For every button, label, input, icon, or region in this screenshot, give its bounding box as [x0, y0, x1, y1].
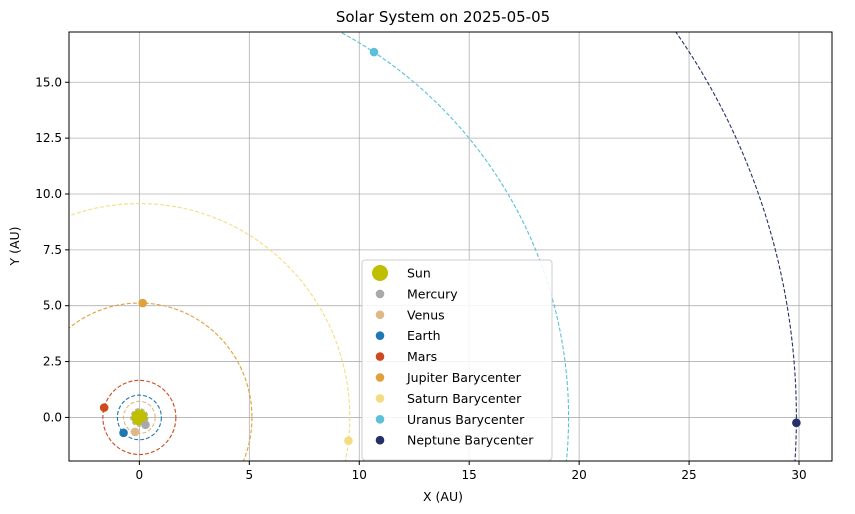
y-tick-label: 7.5	[43, 243, 62, 257]
planet-point	[792, 418, 801, 428]
planet-point	[119, 428, 128, 438]
planet-point	[141, 420, 150, 430]
legend-marker	[375, 331, 385, 341]
legend-label: Mercury	[407, 286, 458, 301]
legend-marker	[375, 373, 385, 382]
y-tick-label: 0.0	[43, 410, 62, 424]
planet-point	[130, 427, 140, 437]
legend-box	[361, 259, 553, 461]
legend-marker	[375, 435, 385, 445]
y-tick-label: 2.5	[43, 355, 62, 369]
x-tick-label: 5	[245, 468, 253, 482]
legend-marker	[375, 415, 385, 424]
x-tick-label: 10	[352, 468, 367, 482]
legend-label: Earth	[407, 328, 441, 343]
legend-marker	[375, 394, 385, 403]
orbit-path	[338, 32, 569, 461]
legend-marker	[372, 265, 388, 281]
y-tick-label: 12.5	[35, 131, 62, 145]
y-tick-label: 5.0	[43, 299, 62, 313]
orbit-path	[102, 379, 177, 456]
planet-point	[369, 47, 379, 57]
legend-label: Saturn Barycenter	[407, 391, 522, 406]
x-tick-label: 25	[681, 468, 696, 482]
orbits-and-bodies	[69, 32, 801, 461]
orbit-path	[69, 203, 351, 461]
x-tick-label: 20	[571, 468, 586, 482]
legend-label: Venus	[407, 307, 445, 322]
x-tick-label: 30	[791, 468, 806, 482]
orbit-path	[116, 394, 162, 441]
orbit-path	[122, 400, 156, 435]
legend-label: Uranus Barycenter	[407, 412, 525, 427]
plot-area: 0 5 10 15 20 25 30 0.0 2.5 5.0 7.5 10.0 12.5 15.0	[35, 31, 833, 482]
planet-point	[99, 403, 109, 412]
legend-label: Neptune Barycenter	[407, 433, 534, 448]
legend-marker	[375, 352, 385, 361]
legend-label: Mars	[407, 349, 437, 364]
planet-point	[138, 298, 147, 308]
x-tick-label: 0	[136, 468, 144, 482]
legend-label: Sun	[407, 266, 431, 281]
planet-point	[344, 436, 353, 445]
x-tick-label: 15	[462, 468, 477, 482]
x-axis-label: X (AU)	[423, 489, 463, 504]
legend-marker	[375, 289, 385, 299]
grid-lines	[69, 32, 832, 461]
axis-ticks: 0 5 10 15 20 25 30 0.0 2.5 5.0 7.5 10.0 12.5 15.0	[35, 75, 806, 482]
chart-title: Solar System on 2025-05-05	[336, 8, 550, 26]
legend-label: Jupiter Barycenter	[406, 370, 522, 385]
y-tick-label: 10.0	[35, 187, 62, 201]
legend: Sun Mercury Venus Earth Mars Jupiter Barycent…	[361, 259, 553, 461]
y-tick-label: 15.0	[35, 75, 62, 89]
orbit-path	[675, 32, 797, 461]
axes-frame	[68, 31, 833, 462]
legend-marker	[375, 310, 385, 320]
y-axis-label: Y (AU)	[7, 226, 22, 266]
orbit-path	[130, 408, 149, 427]
